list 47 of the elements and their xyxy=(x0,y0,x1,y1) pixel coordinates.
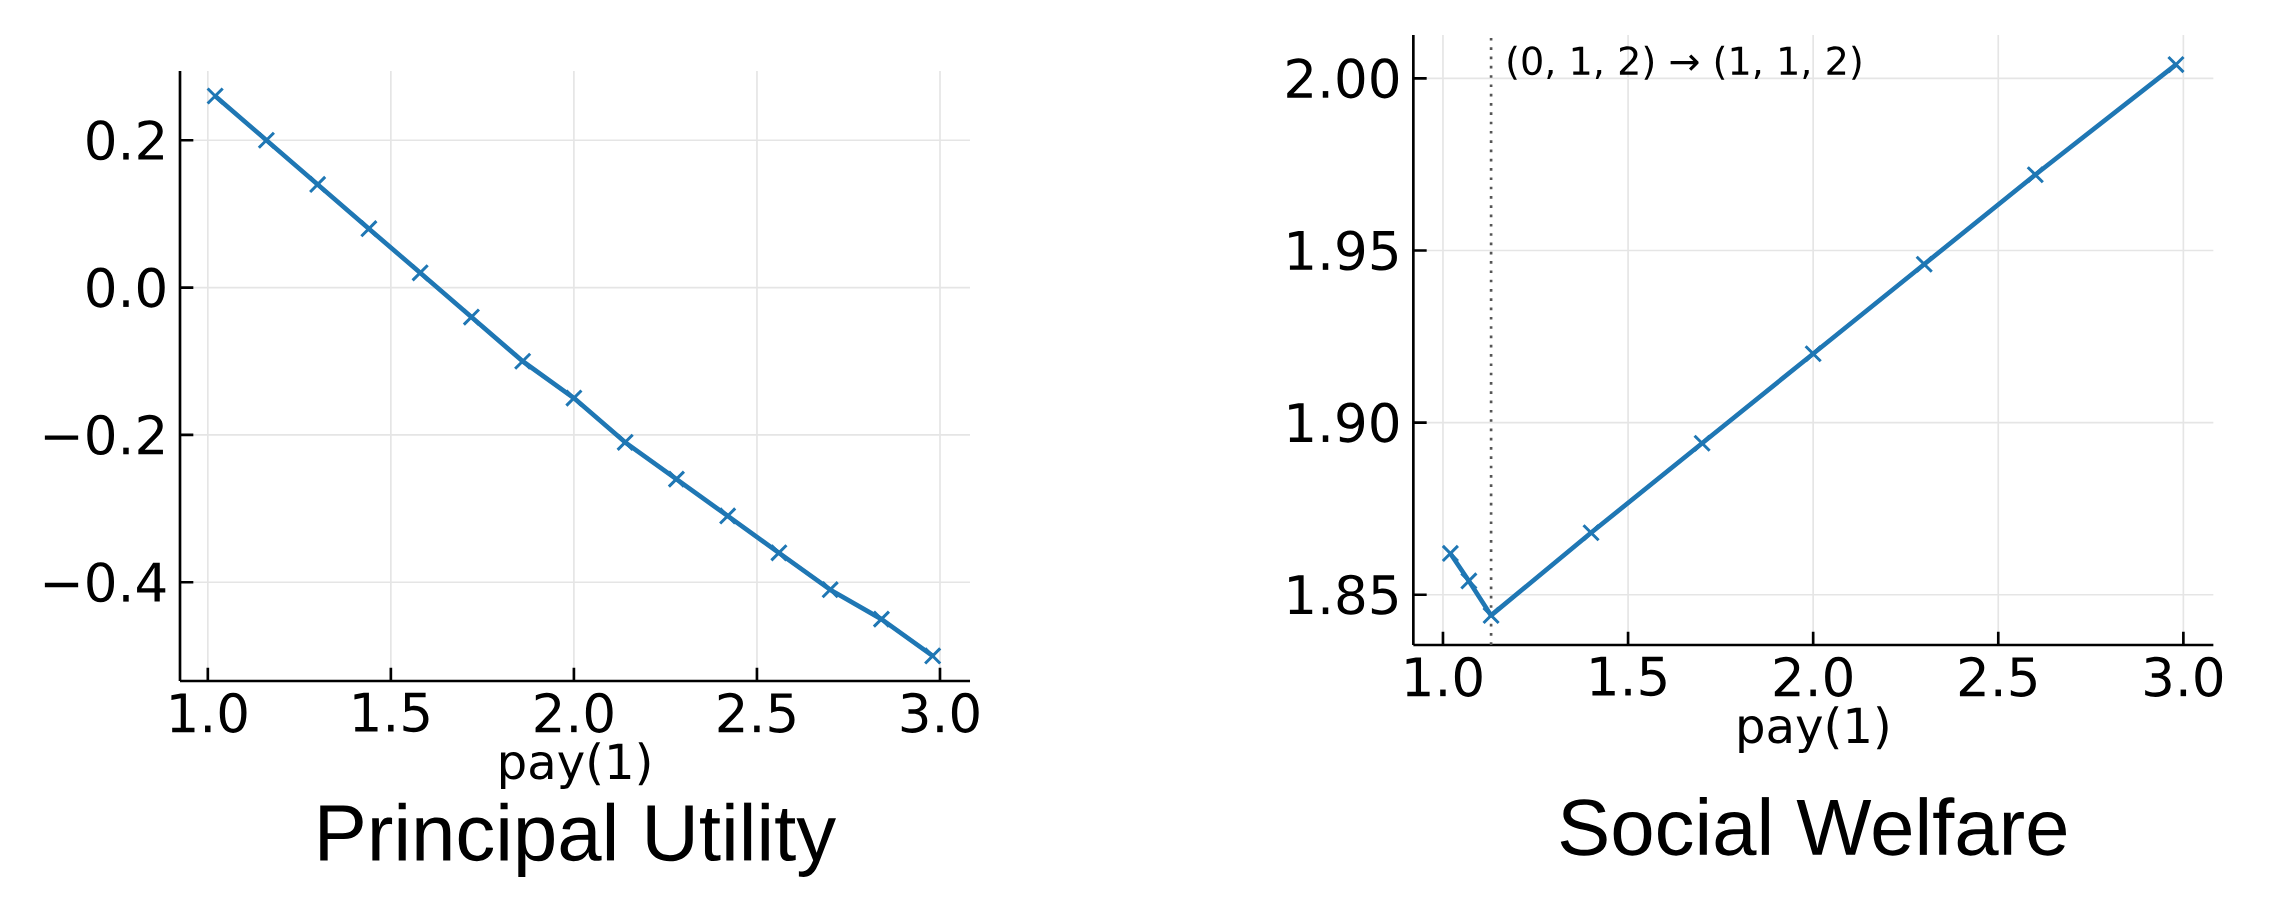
y-tick-label: −0.4 xyxy=(44,562,166,603)
point xyxy=(411,263,430,282)
point xyxy=(564,389,583,408)
x-tick-label: 2.5 xyxy=(1959,656,2036,697)
y-tick-label: 1.95 xyxy=(1289,230,1397,271)
x-tick-label: 1.0 xyxy=(171,692,247,733)
x-tick-label: 1.5 xyxy=(354,692,429,733)
point xyxy=(667,470,686,489)
point xyxy=(769,543,788,562)
point xyxy=(513,352,532,371)
point xyxy=(1482,606,1501,625)
point xyxy=(206,86,225,106)
x-tick-label: 1.5 xyxy=(1591,656,1666,697)
x-tick-label: 1.0 xyxy=(1406,656,1482,697)
point xyxy=(1915,255,1934,274)
y-tick-label: −0.2 xyxy=(44,414,163,455)
point xyxy=(462,308,481,327)
y-tick-label: 0.0 xyxy=(87,267,165,308)
point xyxy=(616,433,635,452)
point xyxy=(2166,55,2186,74)
point xyxy=(1459,571,1478,591)
point xyxy=(1582,523,1601,542)
point xyxy=(923,646,942,665)
x-tick-label: 2.0 xyxy=(535,692,613,733)
point xyxy=(2026,165,2045,184)
point xyxy=(257,131,276,150)
x-axis-title: pay(1) xyxy=(1739,706,1888,753)
text: Principal Utility xyxy=(320,802,836,877)
y-tick-label: 2.00 xyxy=(1287,58,1399,99)
x-tick-label: 2.5 xyxy=(718,692,795,733)
x-axis-title: pay(1) xyxy=(500,742,650,789)
point xyxy=(359,219,378,238)
point xyxy=(1693,434,1712,453)
x-tick-label: 3.0 xyxy=(901,692,979,733)
y-tick-label: 1.85 xyxy=(1289,574,1397,615)
y-tick-label: 0.2 xyxy=(87,120,163,161)
point xyxy=(308,175,327,194)
ref-line-label: (0, 1, 2) → (1, 1, 2) xyxy=(1508,45,1861,80)
text: Social Welfare xyxy=(1560,797,2066,856)
point xyxy=(718,506,737,526)
point xyxy=(1441,544,1460,563)
x-tick-label: 3.0 xyxy=(2145,656,2223,697)
x-tick-label: 2.0 xyxy=(1774,656,1852,697)
point xyxy=(872,610,891,629)
y-tick-label: 1.90 xyxy=(1289,402,1399,443)
point xyxy=(1804,344,1823,363)
point xyxy=(821,580,840,599)
